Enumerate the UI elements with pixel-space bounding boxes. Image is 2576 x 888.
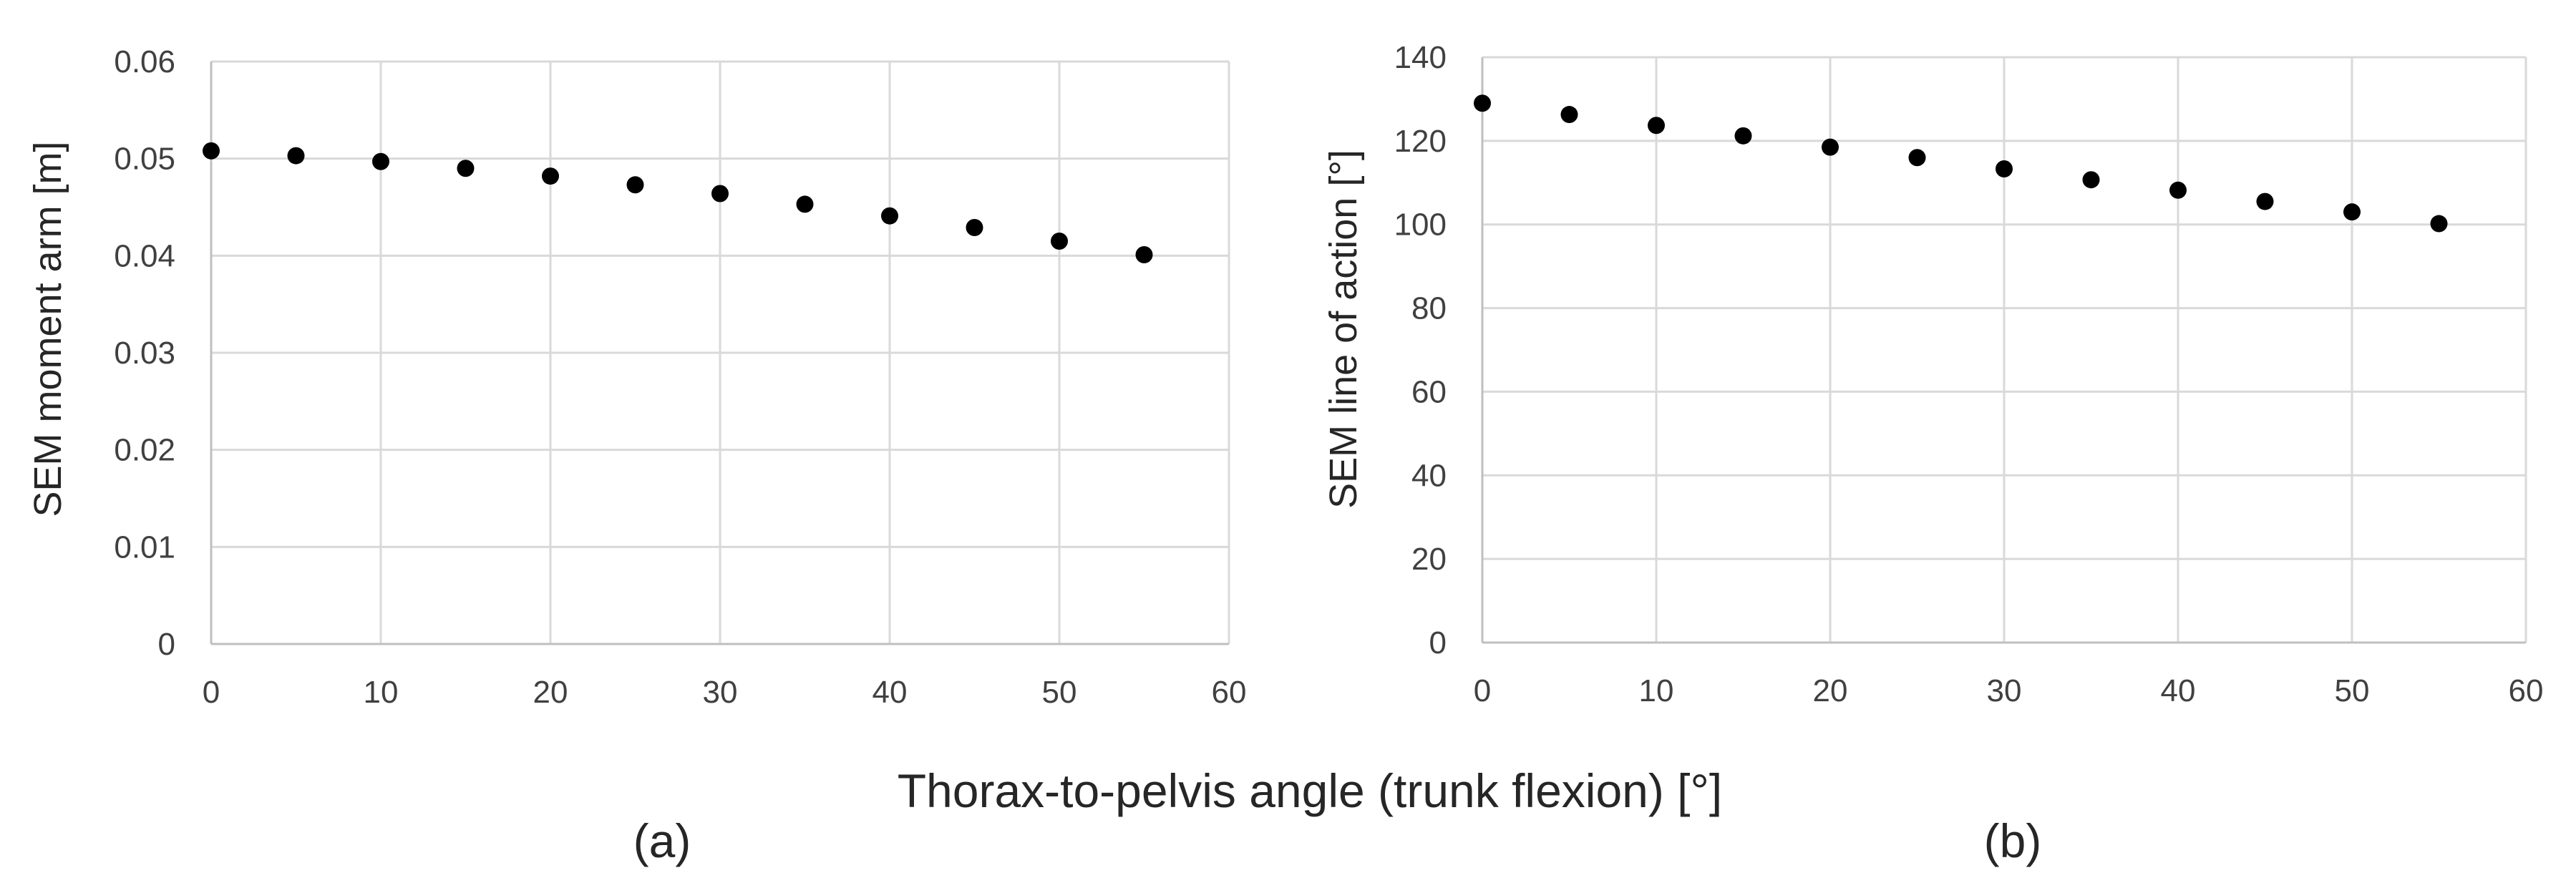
chart-b-data-point [2169,181,2187,199]
chart-b-xtick-label: 50 [2335,673,2370,708]
chart-a-ytick-label: 0.05 [114,142,175,177]
chart-b-data-point [1908,149,1926,167]
chart-b-ytick-label: 60 [1411,374,1447,409]
chart-b-ylabel: SEM line of action [°] [1322,150,1365,509]
chart-b-data-point [2343,203,2361,221]
chart-b-axes [1481,57,2526,644]
chart-b-data-point [1648,117,1665,135]
chart-a-ytick-label: 0 [158,627,175,662]
chart-a-data-point [881,207,898,225]
shared-x-axis-title: Thorax-to-pelvis angle (trunk flexion) [… [898,764,1723,817]
chart-a-panel-label: (a) [633,814,691,867]
chart-b-xtick-label: 30 [1987,673,2022,708]
chart-a-ytick-label: 0.02 [114,433,175,468]
chart-a-xtick-label: 60 [1212,675,1247,710]
chart-a-data-point [203,142,220,160]
chart-a-xtick-label: 0 [203,675,220,710]
chart-a-xtick-label: 20 [533,675,568,710]
chart-a-points [203,142,1153,263]
chart-a-data-point [287,147,305,165]
chart-b-data-point [1996,160,2013,178]
chart-b-ytick-label: 80 [1411,291,1447,326]
chart-b-data-point [2082,171,2100,189]
chart-a-data-point [626,176,644,194]
chart-b-ytick-label: 40 [1411,458,1447,493]
chart-a-data-point [457,160,475,177]
chart-a-data-point [542,167,559,185]
chart-a-ytick-label: 0.04 [114,238,175,273]
chart-b-ytick-label: 120 [1394,124,1447,159]
chart-a-ytick-label: 0.03 [114,336,175,371]
chart-b-xtick-label: 20 [1813,673,1848,708]
chart-b-xtick-label: 10 [1639,673,1674,708]
chart-a-xtick-label: 50 [1042,675,1077,710]
chart-a-data-point [1135,245,1153,263]
chart-b-data-point [1560,106,1578,124]
chart-a-grid [211,60,1230,644]
chart-a-xtick-label: 40 [873,675,908,710]
chart-b-data-point [2430,215,2448,233]
chart-a-xtick-label: 30 [703,675,738,710]
chart-b-data-point [2256,192,2274,210]
chart-a-tick-labels: 0 0.01 0.02 0.03 0.04 0.05 0.06 0 10 20 30 40 50 60 [114,44,1246,710]
chart-a-ytick-label: 0.06 [114,44,175,79]
chart-panel-a: 0 0.01 0.02 0.03 0.04 0.05 0.06 0 10 20 30 40 50 60 S… [26,44,1246,867]
chart-a-ytick-label: 0.01 [114,530,175,565]
chart-a-data-point [711,185,729,203]
chart-b-xtick-label: 0 [1474,673,1491,708]
chart-a-data-point [796,195,814,213]
chart-a-xtick-label: 10 [364,675,399,710]
chart-a-data-point [966,218,983,236]
chart-b-ytick-label: 140 [1394,40,1447,75]
chart-a-ylabel: SEM moment arm [m] [26,141,69,517]
chart-b-panel-label: (b) [1984,814,2042,867]
chart-b-points [1474,94,2448,233]
chart-a-data-point [372,152,389,170]
chart-panel-b: 0 20 40 60 80 100 120 140 0 10 20 30 40 50 60 SEM line… [1322,40,2543,867]
chart-b-ytick-label: 20 [1411,542,1447,577]
chart-a-data-point [1051,232,1068,250]
chart-b-ytick-label: 100 [1394,208,1447,243]
chart-b-xtick-label: 40 [2161,673,2196,708]
chart-b-tick-labels: 0 20 40 60 80 100 120 140 0 10 20 30 40 50 60 [1394,40,2544,708]
chart-b-xtick-label: 60 [2509,673,2544,708]
chart-b-grid [1482,56,2527,643]
chart-b-data-point [1734,127,1752,145]
chart-b-data-point [1474,94,1491,112]
chart-b-ytick-label: 0 [1429,625,1447,660]
chart-b-data-point [1822,138,1839,156]
